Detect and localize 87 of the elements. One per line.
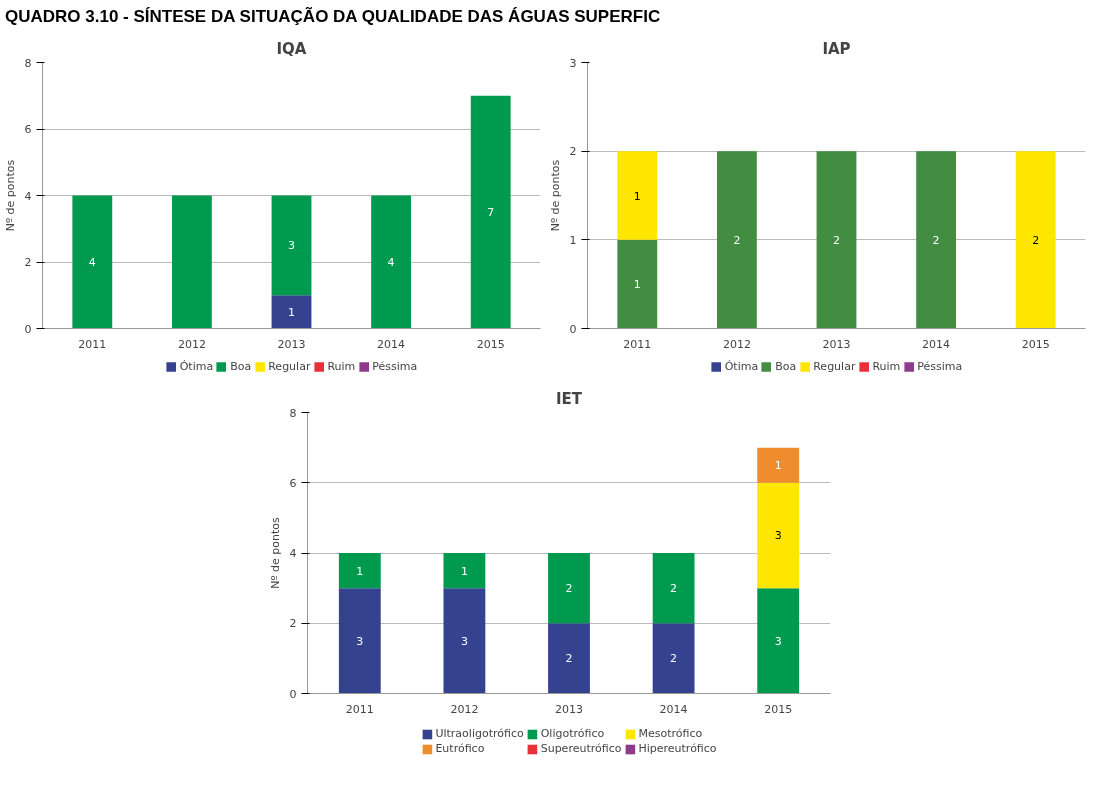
x-tick-label: 2012: [177, 337, 206, 351]
bar: [652, 623, 695, 694]
data-label: 4: [387, 256, 395, 269]
x-tick-label: 2014: [377, 337, 406, 351]
bar: [757, 447, 800, 483]
x-tick-label: 2013: [822, 337, 851, 351]
x-tick-label: 2011: [78, 337, 107, 351]
x-tick-label: 2011: [623, 337, 652, 351]
legend-label: Regular: [813, 359, 856, 373]
y-tick-label: 1: [569, 233, 577, 247]
legend-label: Ótima: [179, 359, 214, 373]
bar: [371, 195, 412, 329]
y-tick-label: 2: [289, 617, 297, 631]
data-label: 1: [633, 278, 641, 292]
bar: [72, 195, 113, 329]
x-tick-label: 2012: [450, 702, 479, 716]
y-tick-label: 0: [289, 687, 297, 701]
chart-title: IAP: [822, 39, 851, 58]
y-axis-title: Nº de pontos: [548, 159, 562, 232]
bar: [443, 588, 486, 694]
legend-label: Eutrófico: [435, 742, 485, 755]
data-label: 3: [460, 634, 468, 648]
x-tick-label: 2013: [277, 337, 306, 351]
data-label: 1: [460, 564, 468, 578]
data-label: 3: [774, 634, 782, 648]
bar: [757, 588, 800, 694]
y-tick-label: 3: [569, 56, 577, 70]
chart-title: IQA: [276, 39, 307, 58]
x-tick-label: 2015: [476, 337, 505, 351]
bar: [171, 195, 212, 329]
bar: [271, 195, 312, 296]
legend-label: Regular: [268, 359, 311, 373]
data-label: 1: [356, 564, 364, 578]
legend-label: Supereutrófico: [540, 742, 622, 755]
legend-label: Péssima: [372, 359, 418, 373]
data-label: 2: [833, 233, 840, 247]
legend-label: Mesotrófico: [638, 727, 703, 740]
data-label: 2: [670, 652, 678, 666]
y-tick-label: 4: [289, 547, 297, 560]
bar: [548, 623, 590, 694]
data-label: 2: [670, 582, 678, 596]
x-tick-label: 2015: [1021, 337, 1050, 351]
data-label: 7: [487, 206, 495, 220]
data-label: 1: [633, 189, 641, 203]
x-tick-label: 2012: [722, 337, 751, 351]
x-tick-label: 2015: [764, 702, 793, 716]
chart-title: IET: [555, 389, 583, 408]
bar: [443, 553, 486, 589]
y-tick-label: 0: [24, 322, 32, 336]
x-tick-label: 2013: [555, 702, 583, 716]
legend-label: Oligotrófico: [540, 727, 605, 740]
legend-label: Boa: [775, 359, 797, 373]
bar: [338, 588, 381, 694]
y-tick-label: 0: [569, 322, 577, 336]
data-label: 2: [733, 233, 741, 247]
y-tick-label: 4: [24, 189, 32, 203]
y-axis-title: Nº de pontos: [3, 159, 17, 232]
data-label: 3: [356, 634, 364, 648]
data-label: 1: [774, 459, 782, 473]
x-tick-label: 2011: [345, 702, 374, 716]
data-label: 3: [774, 529, 782, 543]
legend-label: Ruim: [327, 359, 356, 373]
y-tick-label: 8: [24, 56, 32, 70]
y-tick-label: 2: [24, 256, 32, 269]
data-label: 2: [932, 233, 940, 247]
y-tick-label: 6: [24, 123, 32, 136]
x-tick-label: 2014: [922, 337, 951, 351]
y-axis-title: Nº de pontos: [268, 516, 282, 589]
legend-label: Ruim: [872, 359, 901, 373]
y-tick-label: 2: [569, 145, 577, 159]
y-tick-label: 8: [289, 406, 297, 420]
y-tick-label: 6: [289, 476, 297, 490]
data-label: 2: [1032, 233, 1040, 247]
data-label: 4: [88, 256, 96, 269]
x-tick-label: 2014: [659, 702, 688, 716]
bar: [652, 553, 695, 624]
bar: [757, 482, 800, 589]
bar: [271, 295, 312, 329]
text: QUADRO 3.10 - SÍNTESE DA SITUAÇÃO DA QUALIDADE DAS ÁGUAS SUPERFIC: [5, 6, 661, 28]
bar: [470, 95, 511, 329]
bar: [338, 553, 381, 589]
legend-label: Ótima: [724, 359, 759, 373]
legend-label: Ultraoligotrófico: [435, 727, 524, 740]
bar: [548, 553, 590, 624]
legend-label: Hipereutrófico: [638, 742, 717, 755]
legend-label: Péssima: [917, 359, 963, 373]
legend-label: Boa: [230, 359, 252, 373]
